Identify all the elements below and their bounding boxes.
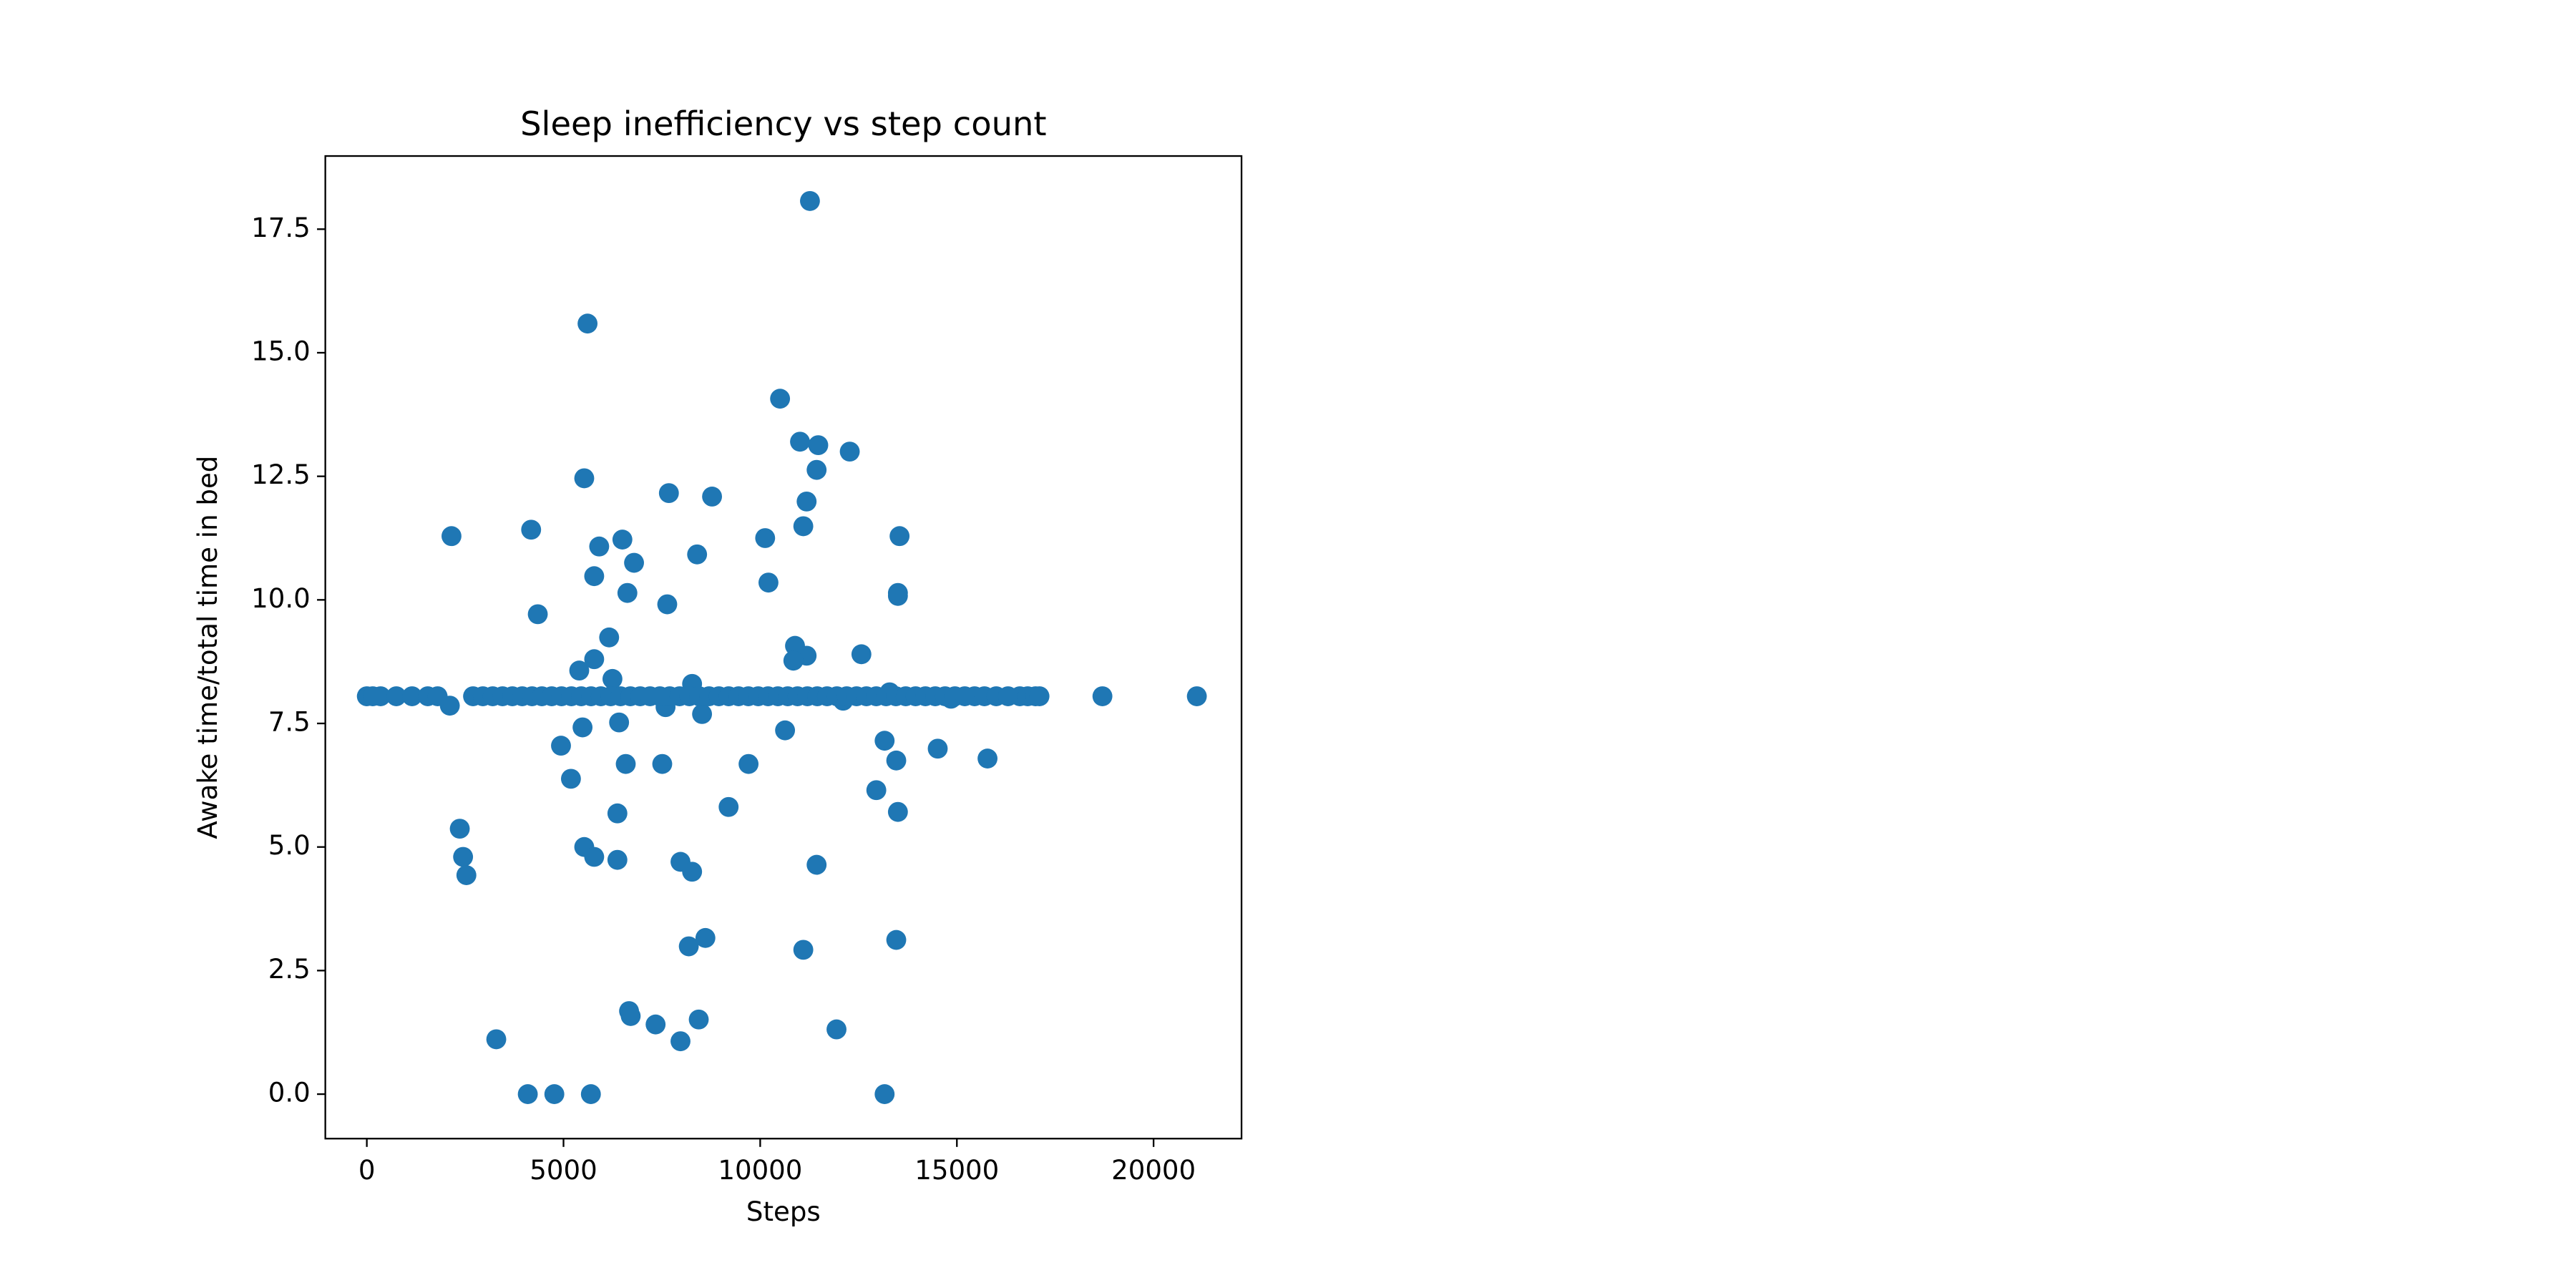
point <box>584 649 605 670</box>
y-tick-label: 15.0 <box>251 336 311 366</box>
point <box>574 468 595 489</box>
point <box>806 459 827 480</box>
point <box>589 536 610 557</box>
point <box>783 650 804 671</box>
point <box>851 644 872 665</box>
point <box>580 1084 601 1104</box>
point <box>688 1009 709 1030</box>
y-axis-label: Awake time/total time in bed <box>192 456 223 839</box>
point <box>1092 686 1113 706</box>
point <box>692 703 713 724</box>
point <box>544 1084 565 1104</box>
point <box>806 854 827 875</box>
point <box>889 526 910 547</box>
point <box>800 190 820 211</box>
point <box>796 491 817 512</box>
y-tick-label: 7.5 <box>268 707 311 738</box>
point <box>386 686 406 706</box>
point <box>560 769 581 789</box>
x-tick-label: 0 <box>358 1155 376 1186</box>
point <box>401 686 422 706</box>
chart-title: Sleep inefficiency vs step count <box>520 104 1046 143</box>
point <box>615 753 636 774</box>
point <box>687 544 708 565</box>
point <box>517 1084 538 1104</box>
point <box>657 594 678 615</box>
point <box>617 582 638 603</box>
point <box>808 435 829 456</box>
point <box>486 1029 507 1050</box>
x-tick-label: 10000 <box>718 1155 802 1186</box>
point <box>755 528 776 548</box>
y-tick-label: 12.5 <box>251 459 311 490</box>
point <box>620 1006 641 1026</box>
point <box>521 519 542 540</box>
point <box>670 1031 691 1052</box>
point <box>977 748 997 769</box>
point <box>607 849 628 870</box>
point <box>702 487 723 507</box>
point <box>738 753 759 774</box>
point <box>577 313 598 334</box>
point <box>826 1019 847 1040</box>
point <box>887 801 908 822</box>
point <box>370 686 391 706</box>
point <box>658 483 679 504</box>
point <box>678 936 699 957</box>
point <box>599 627 620 648</box>
point <box>527 604 548 625</box>
point <box>839 441 860 462</box>
point <box>866 780 887 801</box>
point <box>584 566 605 587</box>
point <box>695 927 716 948</box>
point <box>874 1084 895 1104</box>
point <box>886 930 907 950</box>
y-tick-label: 10.0 <box>251 583 311 614</box>
point <box>427 686 448 706</box>
point <box>584 847 605 867</box>
point <box>927 738 948 759</box>
plot-frame <box>324 155 1243 1140</box>
point <box>456 865 477 885</box>
point <box>602 668 623 689</box>
point <box>874 731 895 751</box>
point <box>682 862 703 882</box>
point <box>607 803 628 824</box>
point <box>793 940 814 960</box>
x-tick-label: 15000 <box>914 1155 999 1186</box>
point <box>793 516 814 537</box>
point <box>790 431 810 452</box>
point <box>569 660 590 681</box>
point <box>645 1014 666 1035</box>
point <box>453 847 474 867</box>
point <box>652 753 673 774</box>
point <box>609 712 630 733</box>
y-tick-label: 17.5 <box>251 213 311 243</box>
point <box>572 717 593 738</box>
y-tick-label: 5.0 <box>268 830 311 861</box>
point <box>718 796 739 817</box>
point <box>449 819 470 839</box>
y-tick-label: 0.0 <box>268 1078 311 1108</box>
point <box>770 389 791 409</box>
x-axis-label: Steps <box>746 1196 821 1227</box>
point <box>758 572 779 593</box>
point <box>551 736 571 756</box>
y-tick-label: 2.5 <box>268 954 311 985</box>
point <box>1029 686 1050 706</box>
point <box>441 526 462 547</box>
x-tick-label: 20000 <box>1111 1155 1196 1186</box>
point <box>886 750 907 771</box>
point <box>612 530 633 550</box>
x-tick-label: 5000 <box>530 1155 597 1186</box>
point <box>1186 686 1207 706</box>
point <box>887 585 908 606</box>
point <box>775 720 796 741</box>
point <box>624 552 644 573</box>
